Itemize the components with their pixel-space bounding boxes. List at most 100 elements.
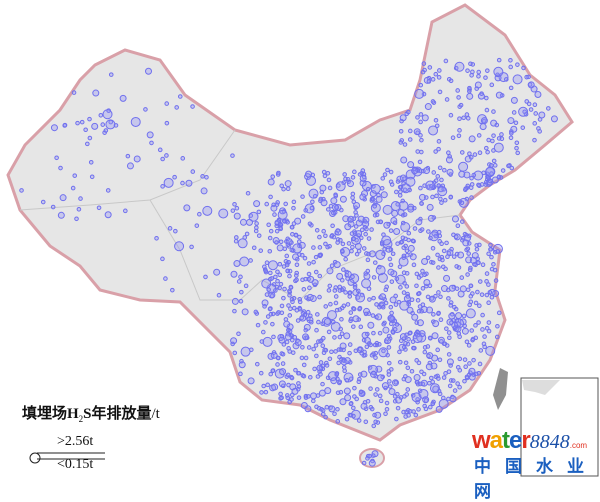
emission-point [308,188,319,199]
emission-point [281,295,286,301]
emission-point [432,320,440,328]
emission-point [469,72,474,78]
emission-point [353,224,359,229]
emission-point [204,174,209,180]
emission-point [157,147,163,153]
emission-point [361,337,367,343]
emission-point [321,228,326,234]
emission-point [465,246,471,252]
emission-point [335,390,341,396]
emission-point [234,205,240,211]
emission-point [330,319,336,325]
emission-point [479,182,485,187]
emission-point [475,260,481,265]
emission-point [261,278,272,289]
emission-point [496,136,502,141]
emission-point [399,114,407,122]
emission-point [473,323,478,328]
emission-point [463,364,468,370]
emission-point [323,414,328,420]
emission-point [278,239,284,245]
emission-point [328,301,333,307]
emission-point [332,411,337,417]
emission-point [278,226,283,232]
emission-point [231,297,239,305]
emission-point [438,317,444,323]
emission-point [486,320,492,325]
emission-point [441,187,446,192]
emission-point [439,241,444,247]
emission-point [367,341,372,346]
emission-point [332,288,338,293]
emission-point [291,199,297,205]
emission-point [320,321,326,327]
emission-point [429,383,440,394]
emission-point [268,371,273,377]
emission-point [311,346,316,352]
emission-point [480,117,488,125]
emission-point [455,312,463,320]
emission-point [431,332,439,340]
south-china-sea-inset [520,377,599,477]
emission-point [313,269,319,275]
emission-point [344,394,352,402]
emission-point [244,231,250,237]
emission-point [388,179,394,185]
emission-point [439,200,444,205]
emission-point [399,300,410,311]
emission-point [367,453,372,459]
emission-point [331,210,336,216]
emission-point [311,398,316,404]
emission-point [360,168,366,173]
emission-point [282,286,287,292]
emission-point [387,314,395,322]
emission-point [406,337,411,342]
emission-point [351,306,357,312]
emission-point [489,82,495,88]
emission-point [484,95,489,101]
emission-point [482,334,487,339]
emission-point [443,58,449,64]
emission-point [352,394,357,399]
emission-point [280,351,286,357]
emission-point [339,195,347,203]
emission-point [403,414,408,419]
emission-point [203,274,208,280]
emission-point [266,222,271,228]
emission-point [308,319,314,325]
emission-point [258,370,264,376]
emission-point [326,310,337,321]
emission-point [462,357,468,362]
emission-point [371,423,377,429]
emission-point [325,170,331,176]
emission-point [272,212,277,217]
emission-point [418,119,423,125]
emission-point [476,182,481,188]
emission-point [394,189,399,195]
emission-point [406,109,411,115]
emission-point [384,284,389,290]
emission-point [172,174,177,180]
emission-point [480,327,485,332]
emission-point [387,379,392,384]
emission-point [387,268,395,276]
emission-point [421,257,429,265]
emission-point [281,186,286,192]
emission-point [403,360,409,366]
emission-point [339,331,345,336]
emission-point [54,155,59,161]
emission-point [436,139,442,144]
emission-point [467,361,472,366]
emission-point [335,181,346,192]
emission-point [320,343,326,349]
emission-point [397,349,402,355]
emission-point [254,361,260,367]
emission-point [418,133,423,138]
legend-high-label: >2.56t [57,434,94,449]
emission-point [532,121,538,126]
emission-point [350,195,355,200]
emission-point [418,193,426,201]
emission-point [437,186,448,197]
emission-point [475,289,480,295]
taiwan-island [493,368,508,410]
